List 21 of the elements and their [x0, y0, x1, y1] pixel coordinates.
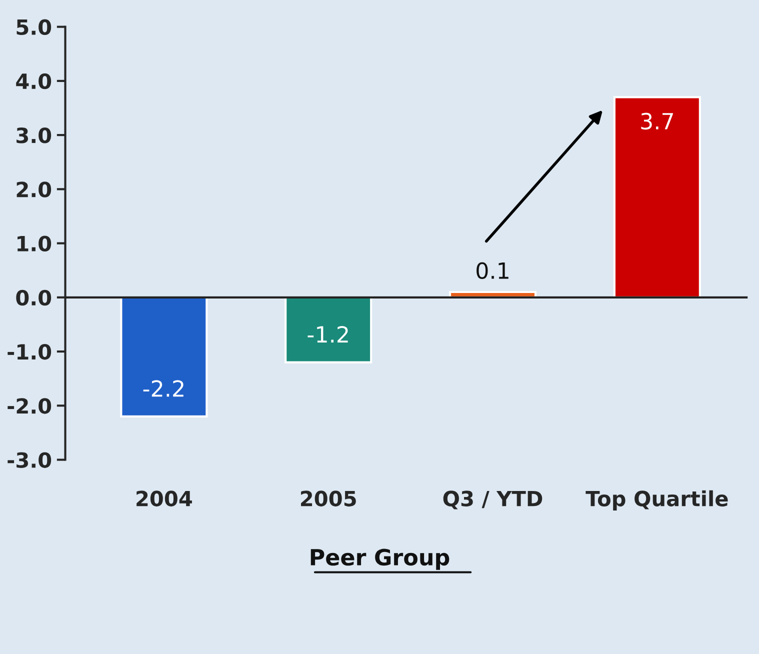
- y-tick-label: -1.0: [8, 344, 52, 360]
- x-tick-label: 2004: [136, 490, 192, 506]
- y-tick-label: 2.0: [16, 182, 52, 198]
- x-tick-label: 2005: [301, 490, 356, 506]
- text: Peer Group: [310, 548, 450, 570]
- bar: [120, 296, 208, 418]
- bar: [613, 96, 701, 298]
- y-tick-label: 3.0: [16, 128, 52, 144]
- data-label: 0.1: [476, 262, 508, 280]
- x-tick-label: Q3 / YTD: [443, 490, 542, 510]
- y-tick-label: -3.0: [8, 452, 52, 468]
- bar: [284, 296, 372, 364]
- y-tick-label: 5.0: [16, 19, 52, 36]
- x-tick-label: Top Quartile: [586, 490, 728, 510]
- y-tick-label: 4.0: [16, 73, 52, 90]
- y-tick-label: 0.0: [16, 290, 52, 306]
- y-tick-label: -2.0: [8, 398, 52, 414]
- data-label: -2.2: [143, 380, 184, 397]
- data-label: -1.2: [308, 326, 348, 343]
- y-tick-label: 1.0: [18, 236, 52, 252]
- data-label: 3.7: [641, 112, 673, 130]
